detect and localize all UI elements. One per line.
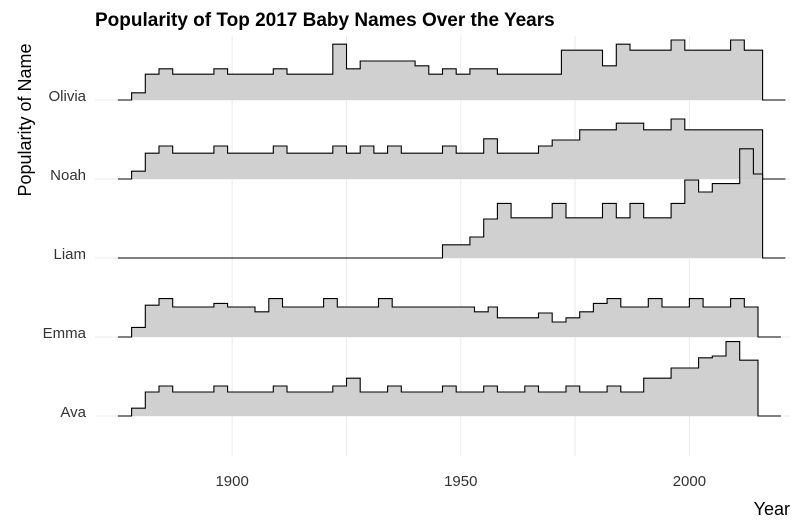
ridge-line-noah: [117, 118, 786, 180]
x-tick-label-2000: 2000: [673, 473, 706, 490]
y-tick-label-liam: Liam: [53, 246, 86, 263]
y-tick-label-emma: Emma: [43, 325, 87, 342]
ridge-area-ava: [117, 341, 781, 416]
x-tick-label-1950: 1950: [444, 473, 477, 490]
y-tick-label-ava: Ava: [60, 404, 86, 421]
ridge-area-noah: [117, 119, 786, 179]
x-tick-label-1900: 1900: [215, 473, 248, 490]
ridge-line-ava: [117, 341, 781, 417]
ridge-emma: [117, 298, 781, 338]
chart-title: Popularity of Top 2017 Baby Names Over t…: [95, 10, 555, 31]
ridge-ava: [117, 341, 781, 417]
ridge-line-liam: [117, 148, 786, 259]
ridge-liam: [117, 148, 786, 259]
ridge-area-liam: [117, 148, 786, 258]
x-axis-ticks: 1900 1950 2000: [215, 473, 706, 490]
ridge-line-emma: [117, 298, 781, 338]
y-axis-labels: Olivia Noah Liam Emma Ava: [43, 88, 87, 421]
ridge-area-olivia: [117, 40, 786, 100]
y-tick-label-noah: Noah: [50, 167, 86, 184]
ridge-noah: [117, 118, 786, 180]
y-tick-label-olivia: Olivia: [48, 88, 86, 105]
ridges: [117, 39, 786, 417]
x-axis-title: Year: [754, 499, 790, 519]
ridge-area-emma: [117, 298, 781, 337]
y-axis-title: Popularity of Name: [15, 43, 35, 196]
ridge-olivia: [117, 39, 786, 101]
ridge-line-olivia: [117, 39, 786, 101]
